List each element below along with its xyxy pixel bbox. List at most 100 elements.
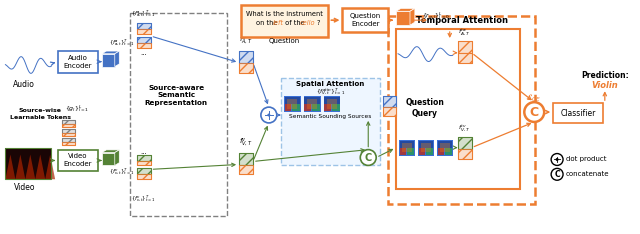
Circle shape	[551, 168, 563, 180]
Bar	[383, 96, 396, 107]
Bar	[284, 96, 301, 112]
Text: $\{f^a_{a,t}\}^T_{t=1}$: $\{f^a_{a,t}\}^T_{t=1}$	[109, 38, 134, 48]
Bar	[312, 104, 320, 111]
Bar	[458, 149, 472, 158]
Bar	[323, 96, 340, 112]
Text: Source-wise
Learnable Tokens: Source-wise Learnable Tokens	[10, 108, 70, 120]
Text: Violin: Violin	[591, 81, 618, 90]
Bar	[458, 53, 472, 63]
Bar	[62, 138, 75, 142]
Bar	[62, 142, 75, 145]
Bar	[136, 168, 150, 174]
Bar	[62, 133, 75, 136]
Bar	[136, 43, 150, 48]
Bar	[437, 140, 452, 156]
Bar	[58, 150, 98, 171]
Bar	[130, 13, 227, 216]
Bar	[458, 137, 472, 149]
Bar	[62, 129, 75, 133]
Bar	[324, 97, 340, 104]
Bar	[438, 148, 444, 155]
Text: Audio
Encoder: Audio Encoder	[64, 55, 92, 69]
Bar	[553, 103, 603, 123]
Bar	[285, 97, 300, 104]
Text: Classifier: Classifier	[560, 109, 596, 117]
Bar	[239, 165, 253, 174]
Circle shape	[551, 154, 563, 165]
Bar	[383, 96, 396, 107]
Bar	[239, 63, 253, 73]
Text: $f^{ta}_{A,T}$: $f^{ta}_{A,T}$	[458, 27, 471, 37]
Bar	[136, 29, 150, 34]
Text: ?: ?	[317, 20, 320, 26]
Text: Video: Video	[13, 183, 35, 192]
Bar	[5, 148, 51, 179]
Bar	[396, 11, 410, 25]
Polygon shape	[396, 8, 415, 11]
Bar	[396, 29, 520, 189]
Bar	[136, 154, 150, 161]
Polygon shape	[115, 51, 119, 67]
Text: Question: Question	[269, 38, 300, 44]
Bar	[303, 96, 321, 112]
Bar	[281, 78, 380, 165]
Text: ...: ...	[66, 147, 72, 153]
Text: concatenate: concatenate	[566, 171, 609, 177]
Text: $f^a_{A,T}$: $f^a_{A,T}$	[239, 34, 253, 46]
Text: $\{f^v_{v,t}\}^T_{t=1}$: $\{f^v_{v,t}\}^T_{t=1}$	[109, 166, 134, 176]
Bar	[239, 63, 253, 73]
Text: of the: of the	[283, 20, 307, 26]
Bar	[136, 174, 150, 179]
Bar	[239, 153, 253, 165]
Polygon shape	[26, 154, 35, 179]
Bar	[62, 120, 75, 124]
Text: $\{f^v_{v,t}\}^T_{t=1}$: $\{f^v_{v,t}\}^T_{t=1}$	[131, 194, 156, 204]
Bar	[342, 8, 388, 32]
Text: left: left	[273, 20, 284, 26]
Bar	[136, 43, 150, 48]
Text: ...: ...	[140, 50, 147, 56]
Bar	[136, 154, 150, 161]
Polygon shape	[5, 154, 15, 179]
Text: What is the instrument: What is the instrument	[246, 11, 323, 17]
Bar	[307, 99, 317, 109]
Bar	[458, 41, 472, 53]
Bar	[383, 107, 396, 116]
Bar	[400, 148, 406, 155]
Bar	[458, 53, 472, 63]
Bar	[458, 149, 472, 158]
Bar	[136, 161, 150, 165]
Bar	[239, 63, 253, 73]
Bar	[239, 153, 253, 165]
Polygon shape	[45, 154, 55, 179]
Bar	[136, 23, 150, 29]
Bar	[458, 53, 472, 63]
Text: cello: cello	[300, 20, 315, 26]
Bar	[62, 133, 75, 136]
Bar	[458, 137, 472, 149]
Polygon shape	[410, 8, 415, 25]
Bar	[62, 124, 75, 127]
Circle shape	[261, 107, 276, 123]
Bar	[400, 141, 414, 148]
Bar	[383, 107, 396, 116]
Bar	[399, 140, 415, 156]
Bar	[136, 37, 150, 43]
Text: Source-aware
Semantic
Representation: Source-aware Semantic Representation	[145, 85, 208, 106]
Text: $\{r_{q,l}\}^L_{l=0}$: $\{r_{q,l}\}^L_{l=0}$	[422, 11, 450, 22]
Text: Prediction:: Prediction:	[581, 71, 628, 80]
Text: $\{f^a_{a,t}\}^T_{t=1}$: $\{f^a_{a,t}\}^T_{t=1}$	[131, 9, 156, 19]
Bar	[388, 16, 535, 204]
Polygon shape	[35, 154, 45, 179]
Bar	[287, 99, 297, 109]
Bar	[136, 174, 150, 179]
Bar	[239, 165, 253, 174]
Bar	[324, 104, 331, 111]
Bar	[136, 161, 150, 165]
Bar	[136, 154, 150, 161]
Bar	[136, 168, 150, 174]
Circle shape	[268, 113, 270, 117]
Bar	[438, 141, 452, 148]
Bar	[292, 104, 300, 111]
Text: $\{g_l\}^L_{l=1}$: $\{g_l\}^L_{l=1}$	[65, 103, 89, 113]
